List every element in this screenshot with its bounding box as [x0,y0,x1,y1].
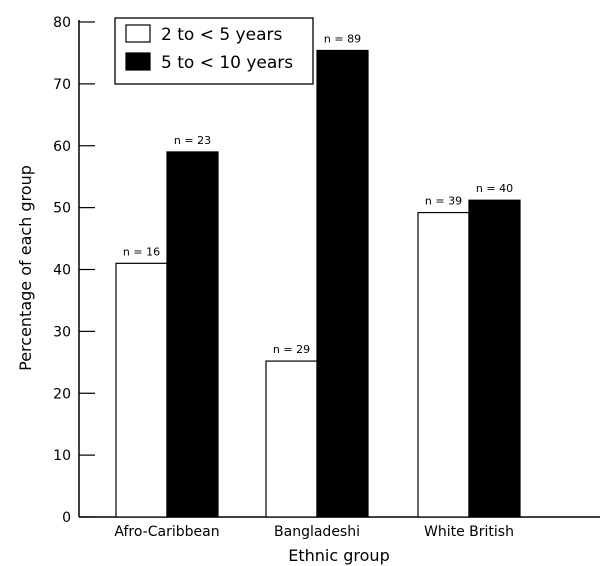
data-label-afro-caribbean-5-to-10-years: n = 23 [174,134,211,147]
bar-bangladeshi-5-to-10-years [316,49,369,518]
y-tick-label-50: 50 [53,201,71,217]
x-axis: Afro-Caribbean Bangladeshi White British [79,516,600,540]
bar-white-british-2-to-5-years [417,211,470,518]
legend-label-5-to-10-years: 5 to < 10 years [161,53,293,73]
y-axis-title: Percentage of each group [16,165,35,371]
y-tick-label-80: 80 [53,15,71,31]
x-axis-title: Ethnic group [288,546,389,565]
y-tick-label-60: 60 [53,139,71,155]
y-tick-label-40: 40 [53,263,71,279]
data-label-white-british-2-to-5-years: n = 39 [425,195,462,208]
y-tick-label-0: 0 [62,510,71,526]
y-tick-label-30: 30 [53,324,71,340]
category-label-bangladeshi: Bangladeshi [274,524,360,540]
legend-label-2-to-5-years: 2 to < 5 years [161,25,282,45]
category-label-white-british: White British [424,524,514,540]
bar-afro-caribbean-2-to-5-years [115,262,168,518]
data-label-bangladeshi-5-to-10-years: n = 89 [324,32,361,45]
bars [115,49,521,518]
y-tick-label-70: 70 [53,77,71,93]
data-labels: n = 16 n = 23 n = 29 n = 89 n = 39 n = 40 [123,32,513,356]
bar-white-british-5-to-10-years [468,199,521,518]
legend: 2 to < 5 years 5 to < 10 years [114,17,314,85]
data-label-afro-caribbean-2-to-5-years: n = 16 [123,245,160,258]
data-label-white-british-5-to-10-years: n = 40 [476,182,513,195]
legend-swatch-5-to-10-years [125,52,151,71]
y-axis: 0 10 20 30 40 50 60 70 80 [53,15,95,526]
category-label-afro-caribbean: Afro-Caribbean [114,524,219,540]
y-tick-label-10: 10 [53,448,71,464]
legend-swatch-2-to-5-years [125,24,151,43]
y-tick-label-20: 20 [53,386,71,402]
bar-bangladeshi-2-to-5-years [265,360,318,518]
data-label-bangladeshi-2-to-5-years: n = 29 [273,343,310,356]
bar-afro-caribbean-5-to-10-years [166,151,219,518]
